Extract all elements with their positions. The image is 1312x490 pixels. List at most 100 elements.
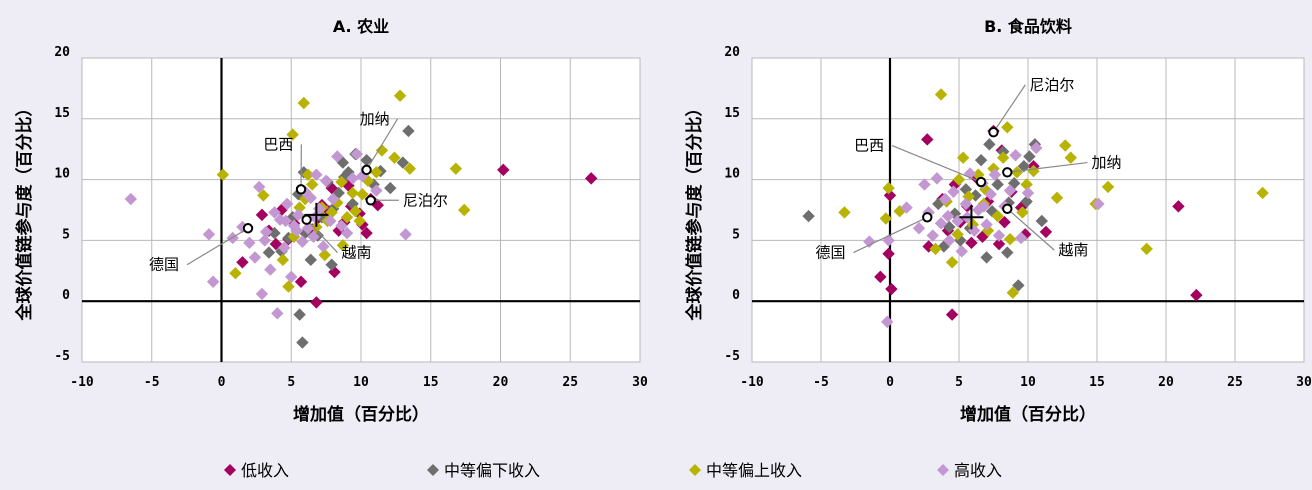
data-point (945, 308, 959, 321)
y-tick-label: 15 (724, 106, 740, 121)
x-tick-label: 0 (218, 375, 226, 390)
data-point (991, 209, 1004, 223)
annotation-marker (1002, 203, 1013, 214)
data-point (273, 213, 287, 226)
x-tick-label: 5 (287, 375, 295, 390)
data-point (1190, 288, 1203, 302)
data-point (952, 173, 966, 186)
annotation-marker (242, 223, 254, 234)
data-point (996, 151, 1010, 164)
data-point (1017, 160, 1031, 173)
data-point (955, 245, 968, 258)
data-point (310, 220, 323, 234)
data-point (1140, 242, 1153, 256)
data-point (332, 224, 345, 237)
data-point (918, 178, 931, 191)
data-point (257, 189, 270, 202)
data-point (956, 151, 970, 164)
annotation-leader (366, 118, 399, 171)
data-point (353, 214, 366, 228)
data-point (318, 248, 331, 262)
data-point (497, 163, 510, 177)
data-point (966, 218, 979, 231)
annotation-leader (1006, 208, 1055, 251)
annotation-marker (988, 126, 999, 138)
data-point (930, 172, 944, 185)
data-point (325, 206, 338, 219)
x-tick-label: 5 (955, 375, 963, 390)
x-tick-label: 25 (562, 375, 578, 390)
data-point (1020, 178, 1033, 191)
data-point (893, 205, 906, 218)
x-axis-title: 增加值（百分比） (293, 404, 429, 425)
plot-border (81, 57, 641, 363)
panel-title: B. 食品饮料 (984, 17, 1072, 36)
data-point (349, 205, 362, 218)
x-tick-label: 30 (1296, 375, 1312, 390)
data-point (458, 203, 471, 217)
annotation-leader (891, 144, 982, 183)
data-point (1019, 228, 1032, 241)
data-point (1008, 177, 1021, 190)
data-point (977, 200, 991, 213)
data-point (1002, 196, 1015, 209)
data-point (1101, 180, 1115, 194)
data-point (301, 168, 315, 181)
data-point (967, 224, 981, 237)
data-point (934, 217, 948, 230)
data-point (252, 180, 266, 194)
data-point (296, 235, 309, 248)
data-point (1172, 200, 1185, 213)
data-point (206, 275, 220, 288)
data-point (943, 220, 956, 234)
data-point (965, 236, 978, 250)
data-point (297, 96, 311, 110)
data-point (1014, 231, 1028, 245)
data-point (1010, 166, 1024, 179)
data-point (346, 172, 359, 185)
y-tick-label: 20 (724, 45, 740, 60)
y-axis-title: 全球价值链参与度（百分比） (14, 100, 35, 322)
data-point (248, 251, 262, 264)
data-point (983, 138, 996, 151)
data-point (882, 247, 895, 260)
data-point (988, 168, 1002, 181)
annotation-label: 德国 (815, 244, 845, 262)
annotation-marker (975, 176, 987, 188)
data-point (1016, 206, 1029, 219)
legend-label: 高收入 (954, 461, 1002, 480)
x-tick-label: 10 (1020, 375, 1036, 390)
annotation-label: 加纳 (1091, 154, 1121, 172)
data-point (279, 214, 292, 228)
data-point (959, 197, 973, 211)
data-point (271, 307, 284, 320)
data-point (980, 251, 993, 264)
data-point (229, 267, 242, 280)
data-point (282, 280, 295, 293)
annotation-marker (365, 195, 376, 206)
data-point (921, 133, 934, 146)
data-point (885, 282, 898, 296)
x-tick-label: 15 (1089, 375, 1105, 390)
annotation-leader (993, 84, 1026, 133)
data-point (974, 153, 988, 167)
data-point (402, 124, 415, 138)
annotation-label: 尼泊尔 (403, 191, 448, 209)
data-point (403, 162, 417, 175)
data-point (290, 224, 304, 237)
data-point (338, 170, 351, 184)
data-point (331, 150, 344, 163)
data-point (259, 225, 273, 239)
data-point (802, 209, 815, 223)
data-point (1050, 191, 1064, 205)
data-point (269, 237, 283, 251)
data-point (1020, 195, 1033, 208)
data-point (1039, 225, 1053, 239)
data-point (388, 151, 401, 164)
data-point (1003, 184, 1017, 197)
data-point (879, 212, 893, 225)
plot-border (751, 57, 1305, 363)
x-tick-label: 20 (1158, 375, 1174, 390)
